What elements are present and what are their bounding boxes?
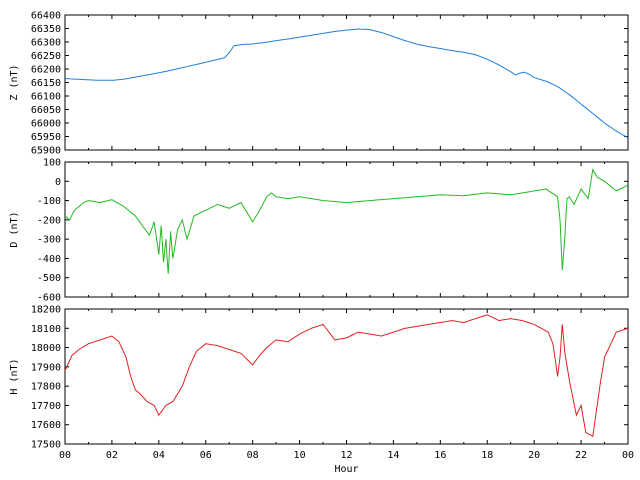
x-tick-label: 20 — [528, 450, 540, 461]
x-tick-label: 06 — [200, 450, 212, 461]
x-tick-label: 04 — [153, 450, 165, 461]
panel-h: 1750017600177001780017900180001810018200… — [9, 305, 634, 476]
x-tick-label: 16 — [434, 450, 446, 461]
y-axis-label: H (nT) — [9, 358, 20, 394]
y-tick-label: -400 — [37, 254, 61, 265]
y-tick-label: -200 — [37, 215, 61, 226]
y-tick-label: -300 — [37, 235, 61, 246]
y-tick-label: -100 — [37, 196, 61, 207]
y-tick-label: 17700 — [31, 401, 61, 412]
x-axis-label: Hour — [334, 464, 358, 475]
y-tick-label: 66200 — [31, 65, 61, 76]
y-tick-label: 17600 — [31, 420, 61, 431]
y-tick-label: -600 — [37, 293, 61, 304]
panel-d: -600 -500 -400 -300 -200 -100 0 100 D (nT) — [9, 158, 628, 304]
y-tick-label: 66000 — [31, 119, 61, 130]
x-tick-label: 10 — [294, 450, 306, 461]
y-tick-label: 66050 — [31, 105, 61, 116]
y-tick-label: 100 — [43, 158, 61, 169]
panel-frame — [65, 162, 628, 297]
x-tick-label: 00 — [622, 450, 634, 461]
y-tick-label: 17500 — [31, 440, 61, 451]
y-tick-label: -500 — [37, 273, 61, 284]
y-tick-label: 65950 — [31, 132, 61, 143]
x-tick-label: 12 — [340, 450, 352, 461]
y-axis-label: D (nT) — [9, 211, 20, 247]
y-tick-label: 66100 — [31, 92, 61, 103]
y-tick-label: 66350 — [31, 24, 61, 35]
x-tick-label: 14 — [387, 450, 399, 461]
y-tick-label: 65900 — [31, 146, 61, 157]
y-tick-label: 66300 — [31, 38, 61, 49]
series-line-z — [65, 29, 628, 138]
y-tick-label: 18100 — [31, 324, 61, 335]
y-tick-label: 66400 — [31, 11, 61, 22]
x-tick-label: 02 — [106, 450, 118, 461]
x-tick-label: 00 — [59, 450, 71, 461]
y-axis-label: Z (nT) — [9, 64, 20, 100]
panel-frame — [65, 15, 628, 150]
y-tick-label: 17800 — [31, 382, 61, 393]
y-tick-label: 66150 — [31, 78, 61, 89]
y-tick-label: 66250 — [31, 51, 61, 62]
y-tick-label: 18200 — [31, 305, 61, 316]
x-tick-label: 22 — [575, 450, 587, 461]
x-tick-label: 18 — [481, 450, 493, 461]
series-line-h — [65, 315, 628, 437]
y-tick-label: 18000 — [31, 343, 61, 354]
y-tick-label: 17900 — [31, 362, 61, 373]
panel-z: 65900 65950 66000 66050 66100 66150 66200 66250… — [9, 11, 628, 157]
series-line-d — [65, 170, 628, 274]
y-tick-label: 0 — [55, 177, 61, 188]
x-tick-label: 08 — [247, 450, 259, 461]
